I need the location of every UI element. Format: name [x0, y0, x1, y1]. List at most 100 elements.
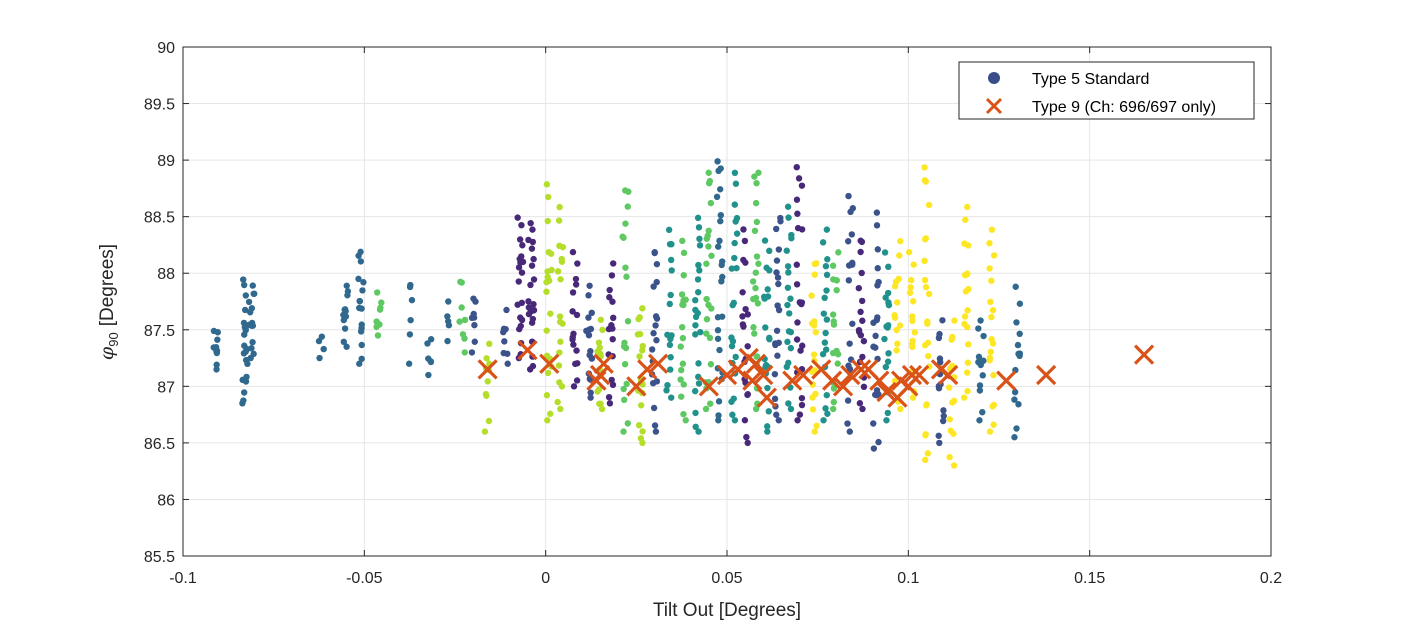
type5-point — [556, 203, 563, 211]
type5-point — [214, 329, 221, 336]
type5-point — [587, 394, 594, 401]
type5-point — [823, 316, 831, 323]
type5-point — [500, 349, 507, 357]
type5-point — [977, 361, 984, 369]
type9-marker — [756, 387, 778, 408]
type9-marker — [869, 370, 890, 391]
type5-point — [715, 398, 723, 405]
type5-point — [905, 249, 913, 256]
type5-point — [374, 332, 382, 339]
type5-point — [715, 417, 722, 424]
type5-point — [667, 354, 674, 361]
legend-label-type9: Type 9 (Ch: 696/697 only) — [1032, 99, 1216, 116]
type5-point — [620, 396, 628, 404]
type5-point — [635, 421, 643, 429]
type5-point — [559, 243, 567, 251]
type5-point — [239, 376, 246, 384]
type5-point — [849, 205, 857, 212]
type5-point — [242, 292, 250, 299]
type5-point — [569, 308, 576, 315]
type9-marker — [822, 370, 843, 391]
type5-point — [849, 261, 856, 268]
type5-point — [822, 329, 829, 337]
type5-point — [989, 306, 997, 314]
type5-point — [744, 343, 751, 350]
type5-point — [990, 421, 997, 428]
type5-point — [787, 295, 794, 302]
type5-point — [668, 394, 675, 401]
type5-point — [923, 401, 930, 408]
type5-point — [606, 400, 614, 407]
type9-marker — [637, 359, 658, 380]
legend-marker-type5 — [988, 72, 1000, 84]
type5-point — [911, 329, 919, 336]
type5-point — [1013, 425, 1020, 432]
type5-point — [245, 298, 253, 306]
type5-point — [696, 242, 704, 249]
type5-point — [819, 350, 827, 358]
type5-point — [922, 283, 930, 291]
type5-point — [653, 337, 660, 344]
type5-point — [706, 177, 714, 185]
type5-point — [824, 410, 831, 417]
type5-point — [705, 243, 712, 250]
type5-point — [835, 249, 842, 256]
type5-point — [777, 218, 784, 225]
legend-marker-type9 — [985, 97, 1003, 115]
type5-point — [910, 261, 917, 268]
type5-point — [461, 349, 468, 356]
type5-point — [356, 360, 363, 367]
y-tick-label: 89.5 — [144, 97, 175, 114]
type5-point — [708, 252, 715, 259]
type5-point — [555, 217, 563, 224]
type5-point — [682, 296, 689, 303]
type5-point — [975, 353, 983, 361]
type5-point — [609, 381, 617, 389]
type5-point — [637, 435, 645, 442]
type5-point — [946, 416, 953, 423]
type9-marker — [840, 364, 861, 386]
type5-point — [635, 315, 642, 323]
type5-point — [730, 299, 737, 307]
type5-point — [624, 420, 631, 427]
type5-point — [744, 391, 752, 398]
type5-point — [544, 273, 551, 281]
type5-point — [794, 417, 801, 424]
type5-point — [859, 317, 866, 324]
type5-point — [514, 214, 521, 221]
type5-point — [820, 417, 827, 424]
type5-point — [585, 314, 592, 321]
y-tick-label: 88 — [157, 266, 175, 283]
type5-point — [703, 295, 710, 303]
type5-point — [906, 289, 914, 296]
type5-point — [874, 282, 881, 289]
type5-point — [833, 277, 841, 284]
type5-point — [935, 334, 943, 342]
type5-point — [754, 300, 762, 307]
type5-point — [703, 330, 710, 337]
type5-point — [444, 337, 451, 345]
type5-point — [988, 335, 995, 343]
type5-point — [573, 311, 581, 319]
type5-point — [714, 158, 721, 165]
type5-point — [740, 256, 747, 264]
type5-point — [714, 327, 722, 334]
type5-point — [976, 382, 984, 389]
type9-marker — [742, 370, 763, 391]
type5-point — [588, 309, 595, 317]
type5-point — [569, 248, 577, 256]
type5-point — [752, 284, 759, 292]
type5-point — [543, 327, 550, 334]
type5-point — [427, 336, 435, 343]
type5-point — [1015, 401, 1022, 408]
type5-point — [648, 346, 656, 353]
type5-point — [703, 260, 710, 267]
type5-point — [694, 276, 702, 283]
type5-point — [680, 381, 687, 388]
type5-point — [775, 339, 782, 346]
type5-point — [694, 288, 702, 296]
type5-point — [636, 353, 643, 360]
type5-point — [1016, 330, 1023, 338]
type5-point — [664, 381, 671, 389]
